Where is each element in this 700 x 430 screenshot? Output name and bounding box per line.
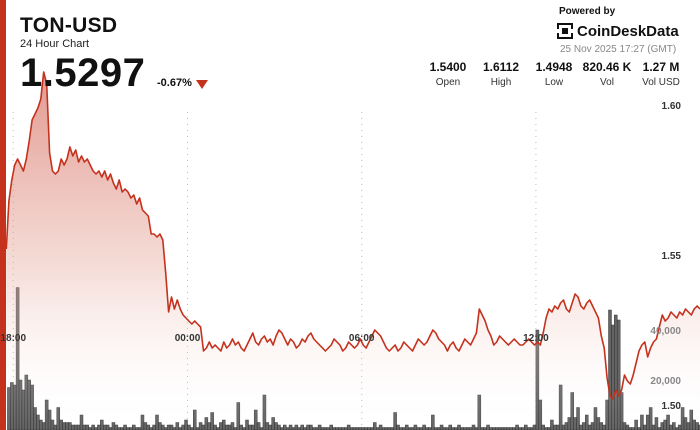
powered-by-label: Powered by: [559, 6, 616, 17]
price-area: [6, 72, 700, 430]
current-price: 1.5297: [20, 51, 146, 95]
x-tick-label: 06:00: [349, 333, 375, 344]
volume-tick-label: 40,000: [650, 326, 681, 337]
stat-open: 1.5400 Open: [427, 60, 469, 88]
stat-low: 1.4948 Low: [532, 60, 576, 88]
axis-labels: 18:00 00:00 06:00 12:00 1.60 1.55 1.50 20,000 40…: [0, 101, 681, 412]
stat-label: Vol USD: [642, 77, 680, 88]
stat-label: Open: [435, 77, 461, 88]
ticker-title: TON-USD: [20, 14, 118, 37]
x-tick-label: 00:00: [175, 333, 201, 344]
stat-volume-usd: 1.27 M Vol USD: [638, 60, 684, 88]
left-accent-bar: [0, 0, 6, 430]
brand-logo: CoinDeskData: [557, 21, 679, 41]
down-arrow-icon: [196, 80, 208, 89]
stat-value: 1.27 M: [642, 60, 680, 74]
chart-subtitle: 24 Hour Chart: [20, 38, 90, 50]
stat-value: 820.46 K: [582, 60, 632, 74]
coindesk-data-logo-icon: [557, 23, 573, 39]
price-change: -0.67%: [157, 77, 192, 89]
stat-volume: 820.46 K Vol: [580, 60, 634, 88]
volume-tick-label: 20,000: [650, 376, 681, 387]
stat-label: Low: [544, 77, 564, 88]
price-tick-label: 1.55: [662, 251, 682, 262]
stat-label: Vol: [600, 77, 614, 88]
stat-label: High: [490, 77, 512, 88]
stat-value: 1.5400: [429, 60, 467, 74]
chart-header: TON-USD 24 Hour Chart 1.5297 -0.67% Powe…: [0, 0, 700, 100]
price-line-group: [5, 71, 700, 400]
x-tick-label: 12:00: [523, 333, 549, 344]
volume-bar: [616, 319, 621, 430]
price-tick-label: 1.50: [662, 401, 682, 412]
price-tick-label: 1.60: [662, 101, 682, 112]
price-area-fill: [6, 72, 700, 430]
brand-name: CoinDeskData: [577, 22, 679, 40]
stat-value: 1.4948: [535, 60, 573, 74]
price-line: [5, 71, 700, 400]
stat-value: 1.6112: [482, 60, 520, 74]
timestamp: 25 Nov 2025 17:27 (GMT): [560, 44, 677, 55]
stat-high: 1.6112 High: [479, 60, 523, 88]
x-tick-label: 18:00: [0, 333, 26, 344]
